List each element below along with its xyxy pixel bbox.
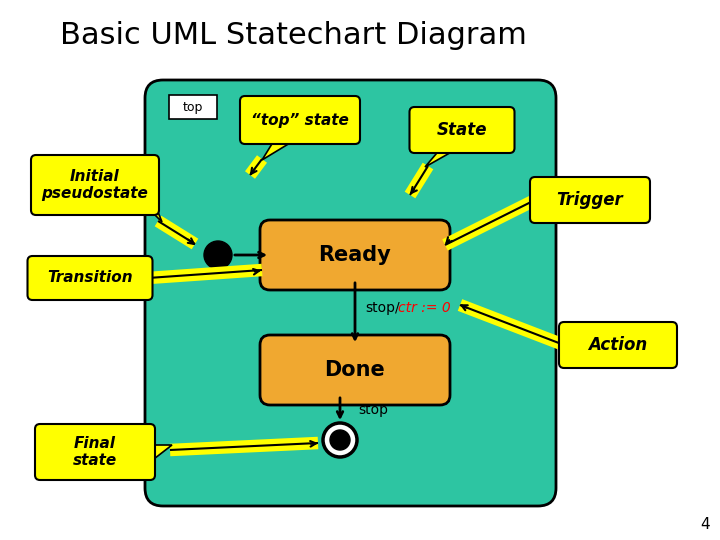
Circle shape: [330, 430, 350, 450]
Text: stop/: stop/: [365, 301, 400, 315]
FancyBboxPatch shape: [145, 80, 556, 506]
FancyBboxPatch shape: [559, 322, 677, 368]
Polygon shape: [425, 147, 455, 167]
FancyBboxPatch shape: [530, 177, 650, 223]
Polygon shape: [148, 445, 172, 462]
Circle shape: [204, 241, 232, 269]
Text: top: top: [183, 100, 203, 113]
Text: State: State: [437, 121, 487, 139]
FancyBboxPatch shape: [260, 220, 450, 290]
Text: Transition: Transition: [48, 271, 132, 286]
Text: Final
state: Final state: [73, 436, 117, 468]
Polygon shape: [262, 139, 290, 160]
Text: Basic UML Statechart Diagram: Basic UML Statechart Diagram: [60, 21, 527, 50]
Circle shape: [323, 423, 357, 457]
Text: “top” state: “top” state: [251, 112, 349, 127]
Text: 4: 4: [701, 517, 710, 532]
FancyBboxPatch shape: [410, 107, 515, 153]
FancyBboxPatch shape: [31, 155, 159, 215]
FancyBboxPatch shape: [240, 96, 360, 144]
Polygon shape: [140, 200, 162, 222]
Text: ctr := 0: ctr := 0: [398, 301, 451, 315]
Text: Ready: Ready: [319, 245, 392, 265]
Text: Action: Action: [588, 336, 647, 354]
FancyBboxPatch shape: [169, 95, 217, 119]
Text: Done: Done: [325, 360, 385, 380]
FancyBboxPatch shape: [35, 424, 155, 480]
FancyBboxPatch shape: [27, 256, 153, 300]
Text: Initial
pseudostate: Initial pseudostate: [42, 169, 148, 201]
FancyBboxPatch shape: [260, 335, 450, 405]
Text: Trigger: Trigger: [557, 191, 624, 209]
Text: stop: stop: [358, 403, 388, 417]
